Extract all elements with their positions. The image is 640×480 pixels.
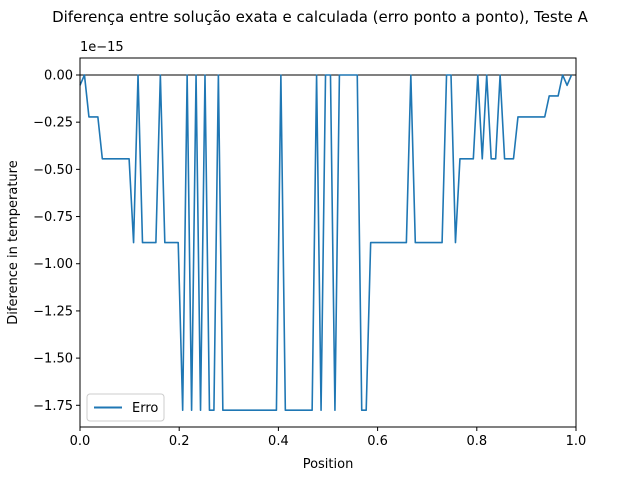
y-tick-label: −1.75 bbox=[33, 399, 73, 414]
y-axis-label: Diference in temperature bbox=[6, 160, 21, 324]
x-tick-label: 0.0 bbox=[70, 434, 91, 449]
y-tick-label: −1.00 bbox=[33, 257, 73, 272]
series-layer bbox=[79, 74, 573, 412]
y-offset-label: 1e−15 bbox=[80, 40, 124, 55]
x-tick-label: 0.6 bbox=[367, 434, 388, 449]
x-axis-ticks: 0.0 0.2 0.4 0.6 0.8 1.0 bbox=[70, 427, 587, 449]
y-tick-label: −1.50 bbox=[33, 352, 73, 367]
y-tick-label: −0.75 bbox=[33, 210, 73, 225]
y-tick-label: −0.25 bbox=[33, 116, 73, 131]
series-line-erro bbox=[79, 74, 573, 412]
legend: Erro bbox=[86, 393, 165, 422]
plot-area bbox=[80, 58, 576, 427]
legend-box bbox=[86, 393, 165, 422]
x-tick-label: 0.4 bbox=[268, 434, 289, 449]
chart-title: Diferença entre solução exata e calculad… bbox=[52, 8, 589, 26]
y-tick-label: 0.00 bbox=[44, 68, 73, 83]
y-axis-ticks: 0.00 −0.25 −0.50 −0.75 −1.00 −1.25 −1.50 −1.75 bbox=[33, 68, 80, 414]
y-tick-label: −0.50 bbox=[33, 163, 73, 178]
legend-label: Erro bbox=[132, 401, 158, 416]
x-axis-label: Position bbox=[303, 457, 354, 472]
x-tick-label: 1.0 bbox=[566, 434, 587, 449]
y-tick-label: −1.25 bbox=[33, 304, 73, 319]
x-tick-label: 0.8 bbox=[466, 434, 487, 449]
x-tick-label: 0.2 bbox=[169, 434, 190, 449]
plot-frame bbox=[79, 57, 577, 428]
